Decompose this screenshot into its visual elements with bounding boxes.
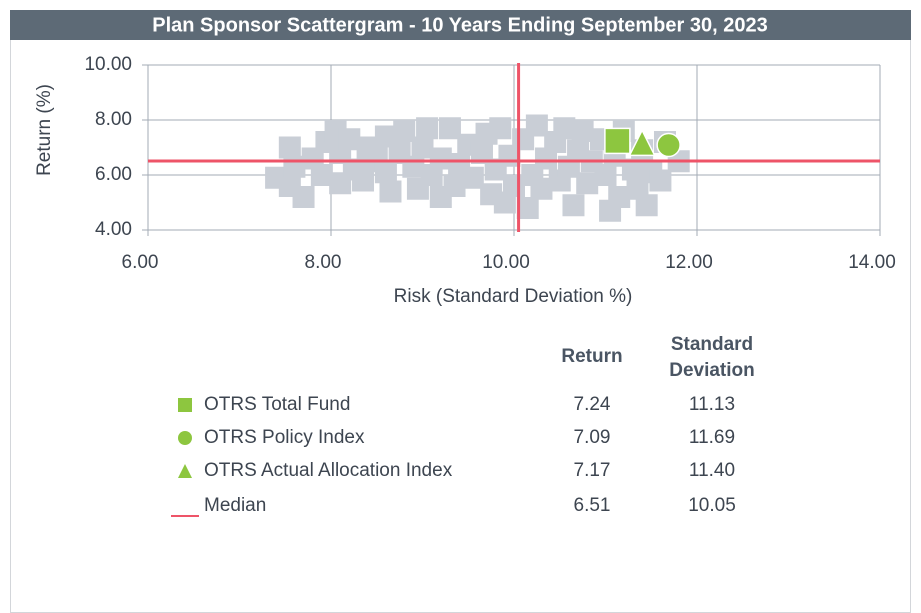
legend-label: OTRS Actual Allocation Index — [204, 460, 453, 481]
table-std-dev: 11.13 — [689, 394, 735, 415]
peer-point — [594, 164, 617, 186]
table-std-dev: 11.69 — [689, 427, 735, 448]
legend-icon — [178, 398, 192, 412]
table-header: Return — [561, 346, 622, 367]
peer-point — [365, 139, 388, 162]
y-tick-label: 6.00 — [95, 164, 132, 185]
peer-point — [278, 136, 301, 159]
x-tick-label: 6.00 — [122, 252, 159, 273]
peer-point — [429, 186, 452, 208]
table-std-dev: 10.05 — [688, 495, 736, 516]
x-tick-label: 10.00 — [482, 252, 530, 273]
peer-point — [438, 117, 461, 140]
legend-label: Median — [204, 495, 266, 516]
y-tick-label: 8.00 — [95, 109, 132, 130]
peer-point — [310, 164, 333, 186]
table-return: 6.51 — [574, 495, 611, 516]
peer-point — [562, 194, 585, 217]
legend-label: OTRS Total Fund — [204, 394, 350, 415]
peer-point — [621, 158, 644, 181]
table-header: Standard Deviation — [669, 334, 755, 381]
table-return: 7.17 — [574, 460, 611, 481]
peer-point — [576, 172, 599, 195]
y-axis-label: Return (%) — [34, 84, 55, 176]
peer-point — [338, 128, 361, 151]
table-return: 7.24 — [574, 394, 611, 415]
peer-point — [553, 117, 576, 140]
peer-point — [516, 197, 539, 219]
highlight-point — [628, 128, 656, 157]
peer-point — [416, 117, 439, 140]
table-std-dev: 11.40 — [689, 460, 735, 481]
legend-icon — [178, 464, 192, 478]
peer-point — [292, 186, 315, 208]
peer-point — [379, 180, 402, 203]
highlight-point — [656, 132, 681, 158]
highlight-point — [604, 127, 631, 155]
y-tick-label: 4.00 — [95, 219, 132, 240]
x-tick-label: 14.00 — [848, 252, 896, 273]
peer-point — [393, 120, 416, 142]
legend-label: OTRS Policy Index — [204, 427, 365, 448]
table-return: 7.09 — [574, 427, 611, 448]
y-tick-label: 10.00 — [84, 54, 132, 75]
peer-point — [608, 186, 631, 208]
peer-point — [352, 169, 375, 192]
peer-point — [649, 169, 672, 192]
peer-point — [530, 177, 553, 200]
chart-title: Plan Sponsor Scattergram - 10 Years Endi… — [152, 14, 767, 36]
peer-point — [461, 166, 484, 189]
peer-point — [525, 114, 548, 137]
x-tick-label: 12.00 — [665, 252, 713, 273]
x-axis-label: Risk (Standard Deviation %) — [394, 286, 633, 307]
panel-frame — [10, 10, 911, 613]
peer-point — [635, 194, 658, 217]
title-bar — [10, 10, 911, 40]
x-tick-label: 8.00 — [305, 252, 342, 273]
peer-point — [571, 120, 594, 142]
peer-point — [429, 147, 452, 170]
peer-point — [489, 117, 512, 140]
peer-point — [411, 136, 434, 159]
peer-point — [374, 161, 397, 184]
legend-icon — [178, 431, 192, 445]
